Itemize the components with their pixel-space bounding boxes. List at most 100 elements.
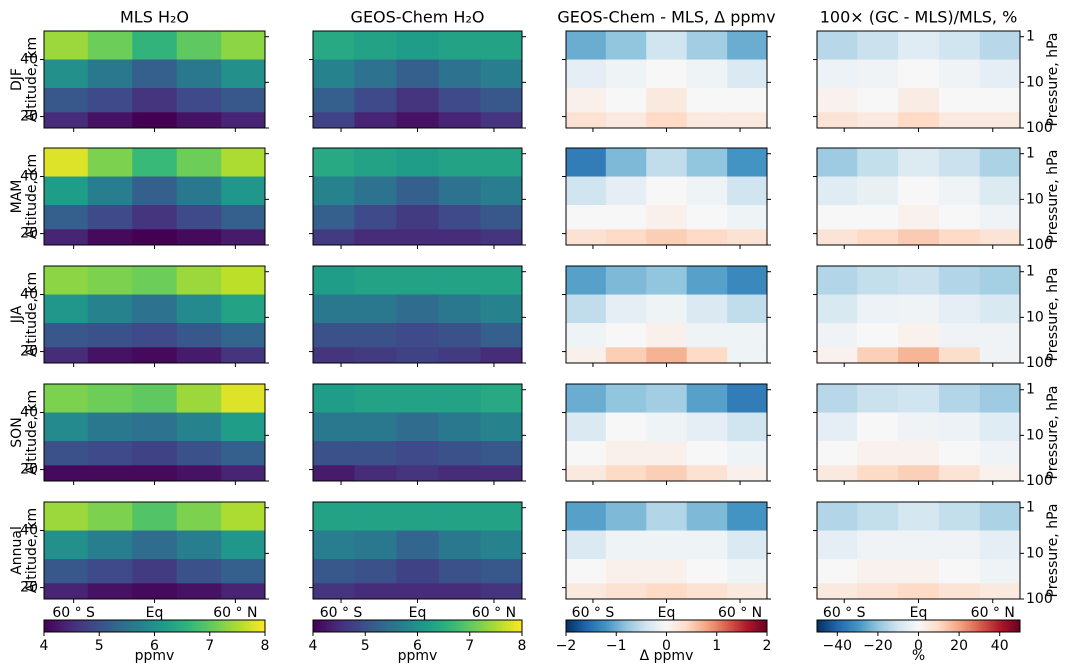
heatmap-cell bbox=[221, 441, 266, 466]
heatmap-cell bbox=[438, 112, 482, 129]
heatmap-cell bbox=[686, 88, 728, 113]
heatmap-cell bbox=[566, 559, 607, 584]
heatmap-cell bbox=[686, 412, 728, 442]
x-tick-label: Eq bbox=[409, 605, 427, 621]
heatmap-cell bbox=[438, 412, 482, 442]
heatmap-cell bbox=[132, 384, 178, 414]
heatmap-cell bbox=[727, 412, 768, 442]
heatmap-cell bbox=[480, 583, 523, 600]
heatmap-cell bbox=[176, 176, 222, 206]
heatmap-cell bbox=[438, 205, 482, 230]
heatmap-cell bbox=[176, 583, 222, 600]
heatmap-cell bbox=[727, 88, 768, 113]
heatmap-cell bbox=[396, 559, 440, 584]
y-tick-label: 20 bbox=[20, 462, 38, 478]
heatmap-cell bbox=[605, 229, 647, 246]
y-axis-label: Altitude, km bbox=[24, 508, 40, 593]
heatmap-cell bbox=[898, 441, 940, 466]
heatmap-cell bbox=[686, 530, 728, 560]
heatmap-cell bbox=[176, 441, 222, 466]
heatmap-cell bbox=[176, 266, 222, 296]
heatmap-cell bbox=[176, 229, 222, 246]
heatmap-cell bbox=[132, 347, 178, 364]
heatmap-cell bbox=[44, 323, 89, 348]
heatmap-cell bbox=[646, 412, 688, 442]
heatmap-cell bbox=[857, 88, 899, 113]
heatmap-cell bbox=[817, 294, 858, 324]
heatmap-cell bbox=[176, 502, 222, 532]
heatmap-cell bbox=[727, 294, 768, 324]
heatmap-cell bbox=[938, 441, 981, 466]
heatmap-cell bbox=[979, 294, 1021, 324]
heatmap-cell bbox=[87, 31, 133, 61]
heatmap-cell bbox=[566, 112, 607, 129]
heatmap-cell bbox=[817, 323, 858, 348]
heatmap-cell bbox=[438, 266, 482, 296]
heatmap-cell bbox=[979, 559, 1021, 584]
heatmap-cell bbox=[566, 294, 607, 324]
heatmap-cell bbox=[438, 347, 482, 364]
x-tick-label: Eq bbox=[910, 605, 928, 621]
heatmap-cell bbox=[313, 583, 355, 600]
heatmap-cell bbox=[313, 205, 355, 230]
heatmap-cell bbox=[938, 148, 981, 178]
y-tick-label: 20 bbox=[20, 109, 38, 125]
heatmap-cell bbox=[979, 347, 1021, 364]
heatmap-cell bbox=[979, 112, 1021, 129]
panel: 1 10 100 bbox=[813, 29, 1053, 136]
colorbar-tick-label: 5 bbox=[95, 638, 104, 654]
heatmap-cell bbox=[438, 441, 482, 466]
colorbar-tick-label: 2 bbox=[763, 638, 772, 654]
heatmap-cell bbox=[566, 31, 607, 61]
heatmap-cell bbox=[817, 347, 858, 364]
heatmap-cell bbox=[176, 294, 222, 324]
colorbar-label: ppmv bbox=[398, 648, 438, 664]
heatmap-cell bbox=[857, 583, 899, 600]
y2-tick-label: 10 bbox=[1026, 545, 1044, 561]
heatmap-cell bbox=[646, 384, 688, 414]
heatmap-cell bbox=[979, 583, 1021, 600]
heatmap-cell bbox=[87, 112, 133, 129]
heatmap-cell bbox=[313, 441, 355, 466]
colorbar-tick-label: 40 bbox=[991, 638, 1009, 654]
heatmap-cell bbox=[221, 176, 266, 206]
heatmap-cell bbox=[132, 583, 178, 600]
heatmap-cell bbox=[566, 176, 607, 206]
colorbar-tick-label: −2 bbox=[556, 638, 577, 654]
heatmap-cell bbox=[132, 31, 178, 61]
heatmap-cell bbox=[605, 412, 647, 442]
x-tick-label: 60 ° N bbox=[971, 605, 1015, 621]
heatmap-cell bbox=[605, 530, 647, 560]
heatmap-cell bbox=[938, 583, 981, 600]
y-tick-label: 20 bbox=[20, 344, 38, 360]
heatmap-cell bbox=[87, 559, 133, 584]
heatmap-cell bbox=[817, 441, 858, 466]
heatmap-cell bbox=[396, 112, 440, 129]
heatmap-cell bbox=[396, 384, 440, 414]
y2-tick-label: 100 bbox=[1026, 120, 1053, 136]
heatmap-cell bbox=[396, 229, 440, 246]
heatmap-cell bbox=[396, 323, 440, 348]
heatmap-cell bbox=[438, 294, 482, 324]
heatmap-cell bbox=[44, 294, 89, 324]
heatmap-cell bbox=[857, 31, 899, 61]
heatmap-cell bbox=[438, 530, 482, 560]
heatmap-cell bbox=[857, 112, 899, 129]
heatmap-cell bbox=[354, 323, 397, 348]
heatmap-cell bbox=[176, 412, 222, 442]
heatmap-cell bbox=[396, 412, 440, 442]
heatmap-cell bbox=[132, 205, 178, 230]
panel: 1 10 100 bbox=[813, 382, 1053, 489]
heatmap-cell bbox=[44, 59, 89, 89]
heatmap-cell bbox=[817, 465, 858, 482]
heatmap-cell bbox=[646, 583, 688, 600]
heatmap-cell bbox=[686, 441, 728, 466]
heatmap-cell bbox=[221, 294, 266, 324]
heatmap-cell bbox=[686, 229, 728, 246]
heatmap-cell bbox=[938, 530, 981, 560]
panel: 60 ° S Eq 60 ° N bbox=[309, 501, 526, 621]
heatmap-cell bbox=[605, 502, 647, 532]
heatmap-cell bbox=[132, 294, 178, 324]
heatmap-cell bbox=[857, 347, 899, 364]
heatmap-cell bbox=[686, 294, 728, 324]
